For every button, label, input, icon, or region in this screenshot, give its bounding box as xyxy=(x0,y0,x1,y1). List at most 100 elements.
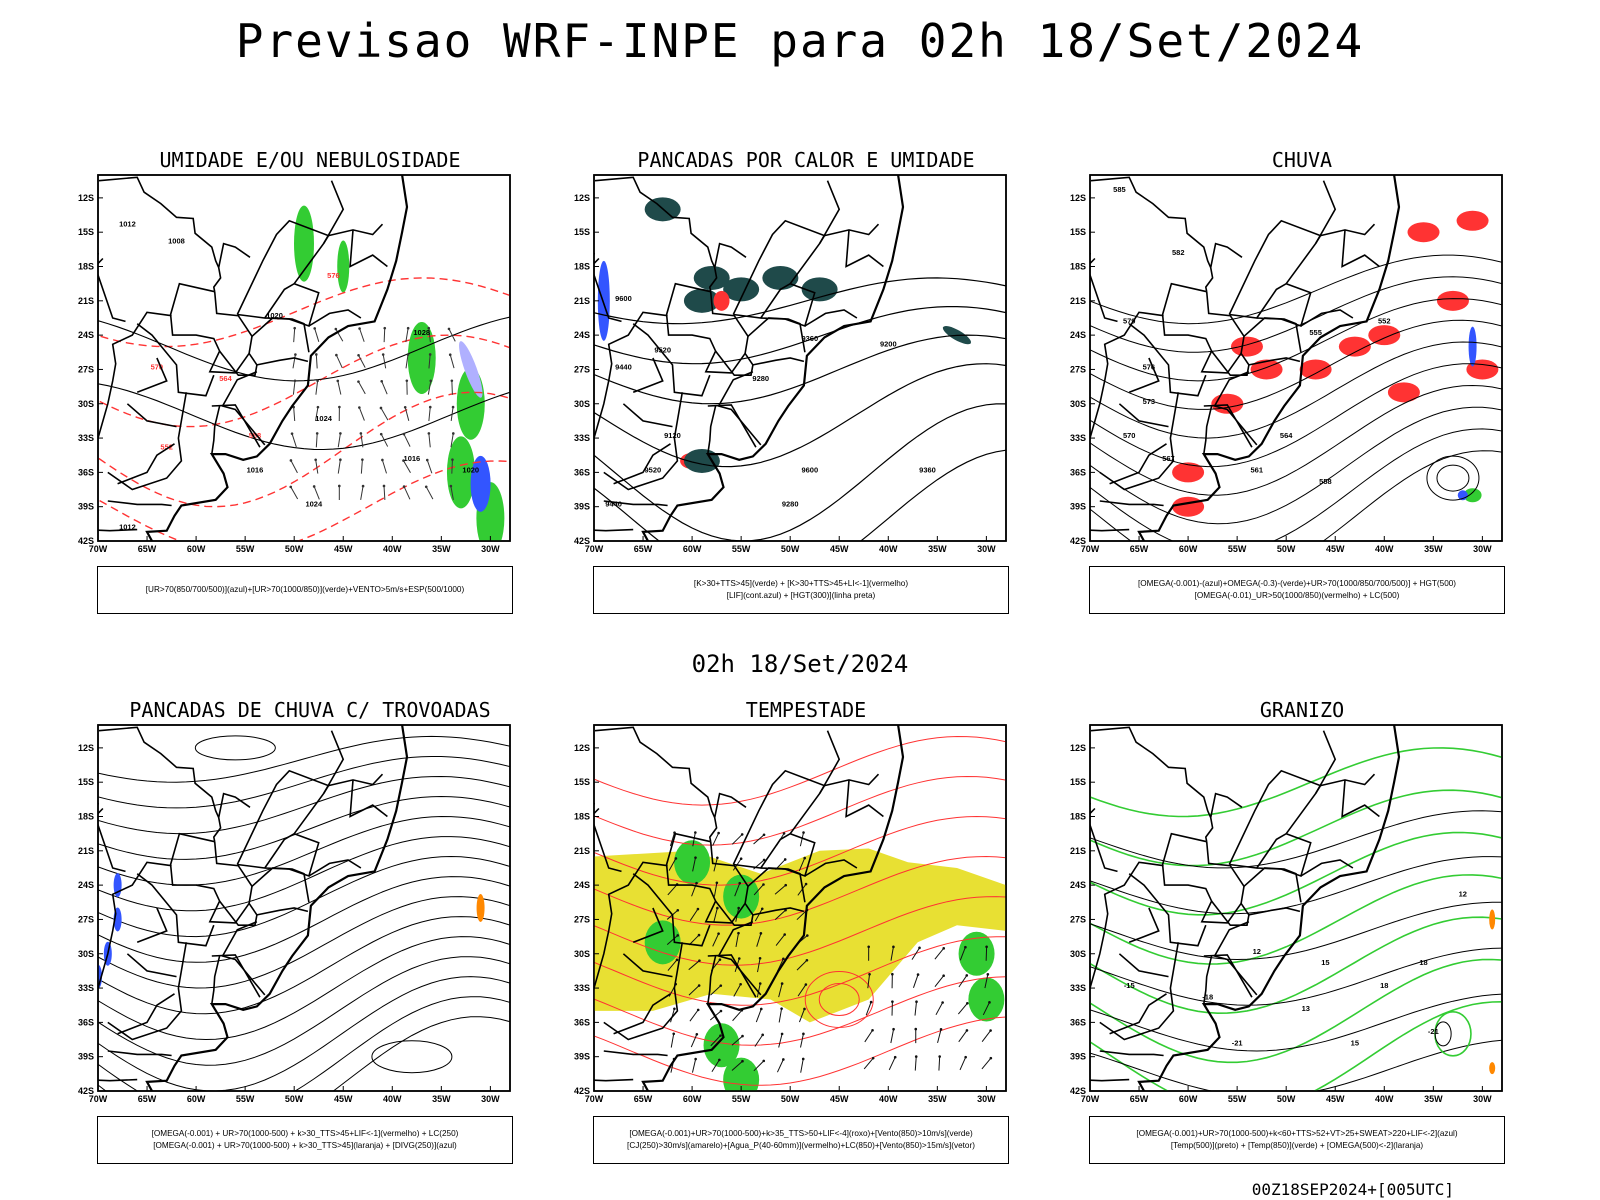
wind-vector-head xyxy=(334,327,338,331)
border-line xyxy=(717,370,762,446)
border-line xyxy=(107,942,188,1041)
border-line xyxy=(217,792,251,818)
border-line xyxy=(1090,726,1214,842)
height-contour xyxy=(1090,298,1502,382)
streamline-loop xyxy=(194,735,276,761)
legend-line: [K>30+TTS>45](verde) + [K>30+TTS>45+LI<-… xyxy=(693,579,909,588)
temp-850 xyxy=(1090,916,1502,1015)
border-line xyxy=(169,832,253,924)
border-line xyxy=(1209,792,1243,818)
wind-vector-head xyxy=(737,957,741,960)
border-line xyxy=(169,282,253,374)
height-contour xyxy=(1090,406,1502,525)
wind-vector xyxy=(957,1002,968,1015)
border-line xyxy=(1090,861,1164,994)
contour-label: 9600 xyxy=(801,465,818,474)
lat-label: 36S xyxy=(574,1017,590,1027)
streamline-red xyxy=(594,936,1006,1006)
lon-label: 30W xyxy=(977,1094,996,1104)
border-line xyxy=(308,309,362,327)
lon-label: 55W xyxy=(732,544,751,554)
border-line xyxy=(1118,953,1169,978)
rain-area xyxy=(1250,359,1283,380)
wind-vector xyxy=(982,1002,990,1016)
wind-vector xyxy=(711,1059,720,1073)
lat-label: 33S xyxy=(78,983,94,993)
wind-vector xyxy=(753,834,765,845)
contour-label: 576 xyxy=(1143,362,1156,371)
streamline xyxy=(98,876,510,963)
wind-vector-head xyxy=(938,1055,941,1058)
border-line xyxy=(211,954,261,998)
contour-label: 18 xyxy=(1419,958,1427,967)
wind-vector xyxy=(958,1030,968,1043)
humidity-green xyxy=(446,436,475,509)
wind-vector xyxy=(934,948,945,960)
wind-vector-head xyxy=(427,432,431,435)
streamline-red xyxy=(594,1016,1006,1086)
border-line xyxy=(256,357,309,366)
contour-label: 1020 xyxy=(266,311,283,320)
wind-vector xyxy=(358,381,366,395)
contour-label: 9200 xyxy=(880,340,897,349)
wind-vector xyxy=(448,328,456,342)
humidity-lavender xyxy=(459,341,483,398)
geography xyxy=(98,175,409,541)
legend-line: [OMEGA(-0.001) + UR>70(1000-500) + k>30_… xyxy=(153,1141,457,1150)
border-line xyxy=(1209,242,1243,268)
lon-label: 35W xyxy=(928,544,947,554)
border-line xyxy=(1341,229,1380,268)
border-line xyxy=(594,726,718,842)
wind-vector-head xyxy=(357,353,360,357)
panel-granizo: GRANIZO 12 12 15 18 -21 -15 -18 -21 13 15 18 12S 15S… xyxy=(1052,698,1552,1168)
wind-vector xyxy=(313,486,320,500)
rain-blue xyxy=(1468,326,1477,367)
border-line xyxy=(603,500,668,507)
height-contour xyxy=(1090,341,1502,439)
border-line xyxy=(218,350,258,376)
wind-vector xyxy=(757,958,761,973)
wind-vector xyxy=(360,433,364,448)
contour-label: 9280 xyxy=(782,500,799,509)
panel-pancadas-calor: PANCADAS POR CALOR E UMIDADE 9600 9520 944… xyxy=(556,148,1056,618)
lat-label: 21S xyxy=(574,846,590,856)
wind-850-area xyxy=(723,874,760,919)
wind-vector-head xyxy=(719,1034,722,1037)
wind-vector-head xyxy=(780,1007,783,1010)
wind-vector xyxy=(451,459,453,474)
wind-vector-head xyxy=(674,857,678,860)
wind-vector-head xyxy=(698,959,701,962)
border-line xyxy=(717,920,762,996)
wind-vector-head xyxy=(989,1056,993,1060)
wind-vector xyxy=(358,355,366,368)
wind-vector xyxy=(796,959,808,971)
wind-vector-head xyxy=(985,945,988,949)
wind-vector-head xyxy=(403,405,407,409)
lon-label: 65W xyxy=(138,544,157,554)
border-line xyxy=(824,223,880,237)
wind-vector-head xyxy=(891,1000,894,1003)
wind-vector-head xyxy=(676,934,680,937)
lon-label: 35W xyxy=(432,1094,451,1104)
wind-vector xyxy=(403,486,411,500)
wind-vector-head xyxy=(402,459,405,462)
wind-vector-head xyxy=(780,982,784,985)
lon-label: 65W xyxy=(634,1094,653,1104)
wind-vector xyxy=(799,832,805,847)
wind-vector-head xyxy=(782,1058,785,1061)
lat-label: 27S xyxy=(1070,364,1086,374)
wind-vector xyxy=(774,884,787,895)
legend-line: [LIF](cont.azul) + [HGT(300)](linha pret… xyxy=(726,591,876,600)
isobar xyxy=(98,316,510,382)
wind-vector xyxy=(890,946,894,961)
lon-label: 50W xyxy=(1277,544,1296,554)
border-line xyxy=(732,219,826,315)
wind-vector xyxy=(778,1033,783,1048)
contour-label: 9520 xyxy=(654,345,671,354)
border-line xyxy=(824,773,880,787)
temp-500 xyxy=(1090,901,1502,961)
wind-vector-head xyxy=(759,932,763,935)
